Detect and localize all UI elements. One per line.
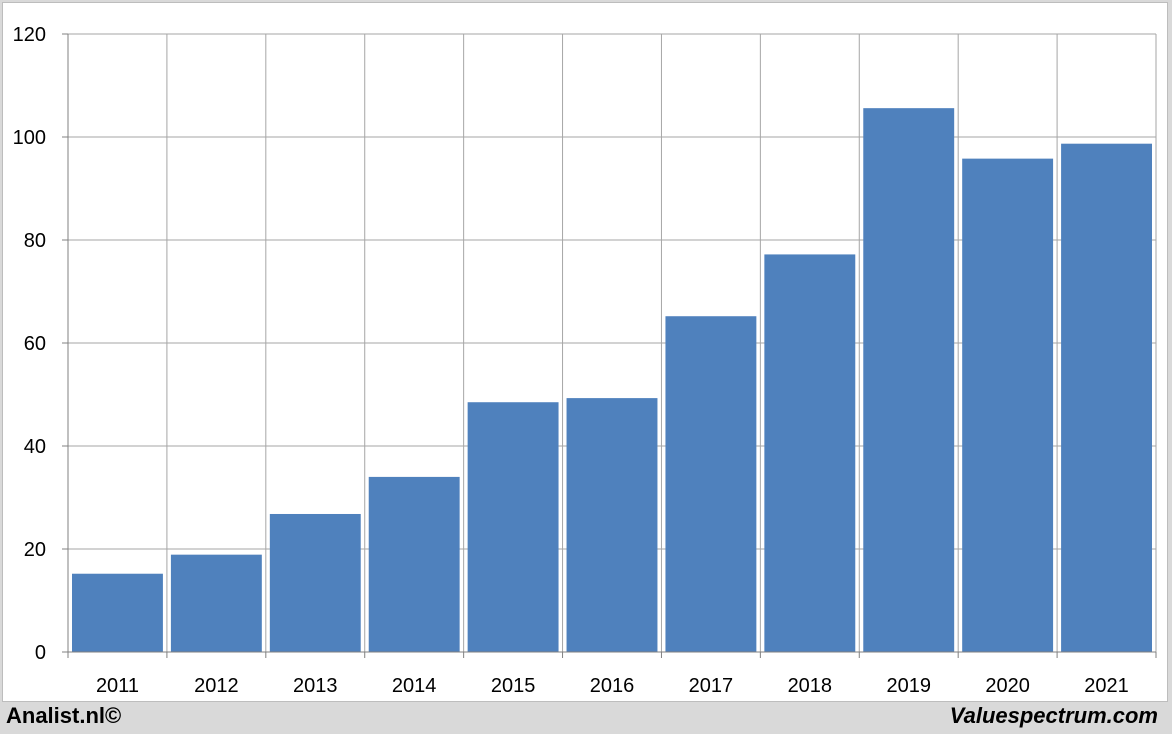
bar-2017 [665,316,757,652]
x-tick-label-2012: 2012 [194,675,239,697]
x-tick-label-2020: 2020 [985,675,1030,697]
bar-2021 [1061,143,1152,652]
bar-2013 [269,513,361,652]
x-tick-label-2018: 2018 [788,675,833,697]
bar-2018 [764,254,856,653]
bar-2012 [170,554,262,652]
x-tick-label-2011: 2011 [96,675,139,697]
x-tick-label-2019: 2019 [886,675,931,697]
y-tick-label: 20 [24,539,46,561]
bar-2014 [368,476,460,652]
bar-2020 [962,158,1054,652]
bar-chart: 0 20 40 60 80 100 120 2011 2012 2013 2014 2015 2016 2… [13,24,1157,697]
y-tick-label: 60 [24,333,46,355]
y-tick-label: 0 [35,642,46,664]
footer-brand-right: Valuespectrum.com [949,703,1158,728]
bar-2015 [467,402,559,652]
x-tick-label-2016: 2016 [590,675,635,697]
x-tick-label-2013: 2013 [293,675,338,697]
y-tick-label: 40 [24,436,46,458]
bar-2019 [863,108,955,652]
x-tick-label-2021: 2021 [1084,675,1129,697]
x-tick-label-2015: 2015 [491,675,536,697]
x-tick-label-2014: 2014 [392,675,437,697]
bar-2016 [566,398,658,652]
y-tick-label: 80 [24,230,46,252]
y-tick-label: 120 [13,24,46,46]
bar-2011 [72,573,163,652]
x-tick-label-2017: 2017 [689,675,734,697]
y-tick-label: 100 [13,127,46,149]
footer-brand-left: Analist.nl© [6,703,122,728]
